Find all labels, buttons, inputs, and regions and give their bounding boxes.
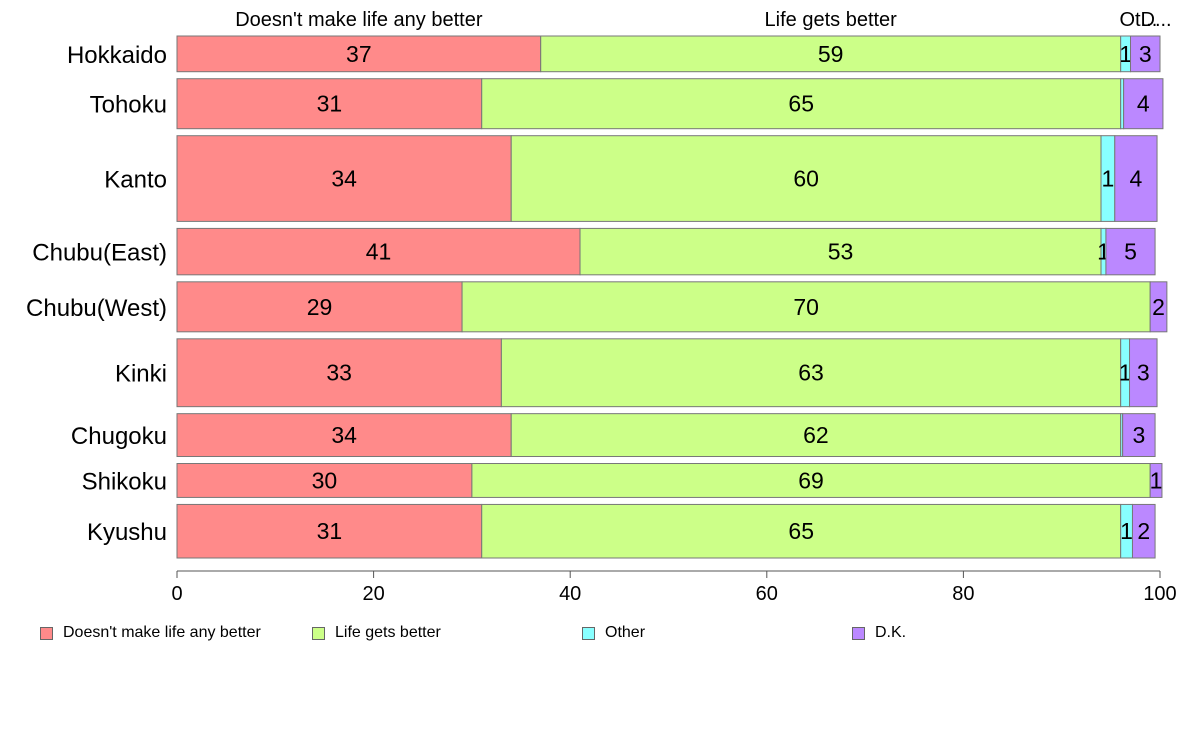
x-tick-label-4: 80	[952, 583, 974, 605]
bar-7-1	[471, 463, 1151, 498]
bar-8-1	[481, 503, 1122, 559]
bar-3-1	[579, 227, 1102, 276]
data-label-2-0: 34	[331, 166, 357, 192]
data-label-1-3: 4	[1137, 91, 1150, 117]
bar-5-3	[1129, 338, 1158, 408]
bar-1-0	[176, 78, 483, 130]
data-label-8-2: 1	[1120, 518, 1133, 544]
x-tick-label-2: 40	[559, 583, 581, 605]
category-label-0: Hokkaido	[67, 42, 167, 69]
legend-item-other: Other	[582, 624, 645, 642]
bar-4-3	[1149, 281, 1168, 333]
bar-4-0	[176, 281, 463, 333]
x-tick-label-1: 20	[362, 583, 384, 605]
data-label-7-1: 69	[798, 467, 824, 493]
legend: Doesn't make life any better Life gets b…	[40, 624, 1140, 644]
category-label-6: Chugoku	[71, 423, 167, 450]
bar-6-3	[1122, 413, 1156, 458]
bar-1-1	[481, 78, 1122, 130]
bar-8-3	[1131, 503, 1156, 559]
top-label-0: Doesn't make life any better	[235, 9, 483, 31]
bar-6-0	[176, 413, 512, 458]
data-label-7-3: 1	[1150, 467, 1163, 493]
data-label-7-0: 30	[312, 467, 338, 493]
top-label-3: D...	[1141, 9, 1172, 31]
legend-label-better: Life gets better	[335, 624, 441, 641]
data-label-0-2: 1	[1119, 41, 1132, 67]
data-label-5-0: 33	[326, 360, 352, 386]
legend-label-other: Other	[605, 624, 646, 641]
data-label-3-3: 5	[1124, 239, 1137, 265]
bar-2-3	[1114, 135, 1158, 222]
data-label-8-3: 2	[1137, 518, 1150, 544]
top-label-1: Life gets better	[765, 9, 898, 31]
x-tick-label-3: 60	[756, 583, 778, 605]
bar-7-3	[1149, 463, 1163, 498]
data-label-4-1: 70	[793, 294, 819, 320]
category-label-2: Kanto	[104, 167, 167, 194]
category-label-4: Chubu(West)	[26, 295, 167, 322]
top-label-2: Ot...	[1119, 9, 1157, 31]
legend-item-not-better: Doesn't make life any better	[40, 624, 261, 642]
data-label-3-0: 41	[366, 239, 392, 265]
x-tick-label-5: 100	[1143, 583, 1176, 605]
bar-0-3	[1130, 35, 1161, 73]
bar-3-3	[1105, 227, 1156, 276]
bar-5-0	[176, 338, 502, 408]
legend-label-dk: D.K.	[875, 624, 907, 641]
legend-swatch-other	[582, 626, 595, 640]
data-label-6-1: 62	[803, 422, 829, 448]
data-label-0-3: 3	[1139, 41, 1152, 67]
legend-swatch-not-better	[40, 626, 53, 640]
bar-4-1	[461, 281, 1151, 333]
data-label-5-3: 3	[1137, 360, 1150, 386]
data-label-1-1: 65	[788, 91, 814, 117]
data-label-1-0: 31	[317, 91, 343, 117]
category-label-5: Kinki	[115, 361, 167, 388]
data-label-2-3: 4	[1130, 166, 1143, 192]
category-label-7: Shikoku	[82, 468, 167, 495]
category-label-1: Tohoku	[90, 92, 167, 119]
legend-label-not-better: Doesn't make life any better	[63, 624, 261, 641]
data-label-5-1: 63	[798, 360, 824, 386]
data-label-6-0: 34	[331, 422, 357, 448]
x-tick-label-0: 0	[171, 583, 182, 605]
bar-2-1	[510, 135, 1102, 222]
legend-swatch-better	[312, 626, 325, 640]
category-label-3: Chubu(East)	[32, 240, 167, 267]
data-label-4-0: 29	[307, 294, 333, 320]
data-label-2-1: 60	[793, 166, 819, 192]
data-label-6-3: 3	[1132, 422, 1145, 448]
data-label-8-1: 65	[788, 518, 814, 544]
bar-5-1	[500, 338, 1122, 408]
legend-item-dk: D.K.	[852, 624, 906, 642]
bar-7-0	[176, 463, 473, 498]
bar-2-0	[176, 135, 512, 222]
data-label-5-2: 1	[1119, 360, 1132, 386]
legend-swatch-dk	[852, 626, 865, 640]
data-label-8-0: 31	[317, 518, 343, 544]
bar-3-0	[176, 227, 581, 276]
bar-6-1	[510, 413, 1122, 458]
bar-1-3	[1123, 78, 1164, 130]
data-label-2-2: 1	[1102, 166, 1115, 192]
category-label-8: Kyushu	[87, 519, 167, 546]
legend-item-better: Life gets better	[312, 624, 441, 642]
data-label-0-0: 37	[346, 41, 372, 67]
data-label-0-1: 59	[818, 41, 844, 67]
data-label-4-3: 2	[1152, 294, 1165, 320]
data-label-3-1: 53	[828, 239, 854, 265]
